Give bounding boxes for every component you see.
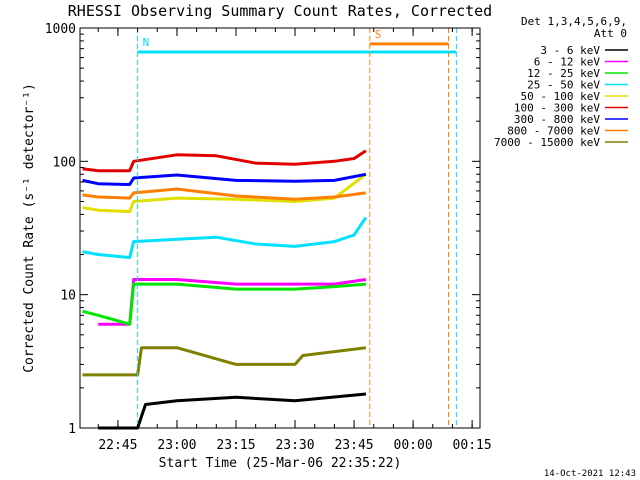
legend-label-5: 50 - 100 keV [521, 90, 601, 103]
x-axis-label: Start Time (25-Mar-06 22:35:22) [159, 456, 402, 471]
x-tick-label-4: 23:30 [275, 438, 314, 453]
series-line-8 [82, 187, 367, 201]
x-tick-label-6: 00:00 [394, 438, 433, 453]
legend-label-1: 3 - 6 keV [540, 44, 600, 57]
plot-frame [79, 27, 481, 429]
y-tick-label-3: 100 [53, 155, 76, 170]
chart-title: RHESSI Observing Summary Count Rates, Co… [68, 2, 492, 20]
series-line-4 [82, 216, 368, 259]
legend-label-2: 6 - 12 keV [534, 56, 601, 69]
x-tick-label-3: 23:15 [216, 438, 255, 453]
series-line-9 [82, 346, 367, 377]
x-tick-label-5: 23:45 [334, 438, 373, 453]
flag-label-2: S [375, 28, 382, 41]
y-tick-label-1: 1 [68, 422, 76, 437]
series-line-7 [82, 172, 367, 186]
series-line-3 [82, 282, 367, 326]
flag-label-1: N [143, 36, 150, 49]
legend-header-2: Att 0 [594, 27, 627, 40]
x-tick-label-7: 00:15 [453, 438, 492, 453]
x-tick-label-2: 23:00 [157, 438, 196, 453]
axis-ticks-layer: 1 10 100 1000 22:45 23:00 23:15 23:30 23:45 00:00… [45, 22, 492, 453]
legend-header-1: Det 1,3,4,5,6,9, [521, 15, 627, 28]
footer-date: 14-Oct-2021 12:43 [544, 469, 636, 479]
legend-label-6: 100 - 300 keV [514, 102, 600, 115]
legend-label-4: 25 - 50 keV [527, 79, 600, 92]
legend-label-9: 7000 - 15000 keV [494, 136, 600, 149]
y-axis-label: Corrected Count Rate (s⁻¹ detector⁻¹) [22, 83, 37, 373]
series-line-1 [98, 392, 367, 430]
series-line-6 [82, 149, 367, 173]
x-tick-label-1: 22:45 [98, 438, 137, 453]
y-tick-label-4: 1000 [45, 22, 76, 37]
legend-label-8: 800 - 7000 keV [507, 125, 600, 138]
legend-label-3: 12 - 25 keV [527, 67, 600, 80]
data-lines-layer [82, 149, 368, 430]
y-tick-label-2: 10 [60, 289, 76, 304]
legend-label-7: 300 - 800 keV [514, 113, 600, 126]
flag-markers-layer: NS [137, 28, 457, 428]
